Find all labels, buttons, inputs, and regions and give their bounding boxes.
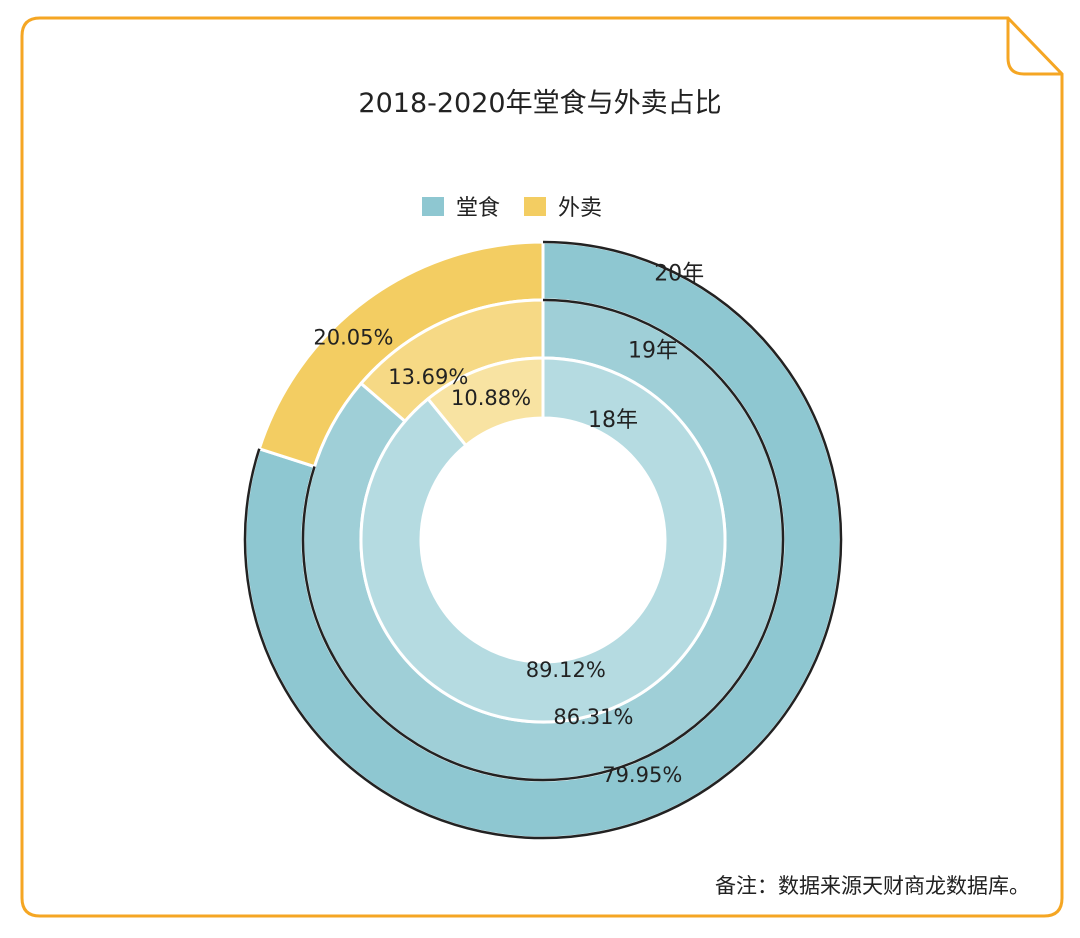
legend: 堂食 外卖 [422, 196, 602, 221]
legend-swatch-takeout [524, 197, 546, 216]
value-label-18年-takeout: 10.88% [451, 386, 531, 410]
value-label-18年-dinein: 89.12% [526, 658, 606, 682]
ring-name-19年: 19年 [628, 338, 678, 363]
ring-18年-slice-dinein [359, 356, 727, 724]
ring-name-18年: 18年 [588, 408, 638, 433]
legend-swatch-dinein [422, 197, 444, 216]
donut-labels: 89.12% 10.88% 18年 86.31% 13.69% 19年 79.95% 20.0… [313, 262, 704, 787]
ring-name-20年: 20年 [654, 262, 704, 287]
value-label-20年-takeout: 20.05% [313, 326, 393, 350]
legend-label-takeout: 外卖 [558, 196, 602, 221]
legend-label-dinein: 堂食 [456, 196, 500, 221]
footnote: 备注：数据来源天财商龙数据库。 [715, 874, 1030, 898]
value-label-20年-dinein: 79.95% [602, 763, 682, 787]
card-frame [20, 16, 1064, 918]
value-label-19年-dinein: 86.31% [553, 705, 633, 729]
folded-corner [1006, 18, 1062, 76]
value-label-19年-takeout: 13.69% [388, 365, 468, 389]
ring-18年-slice-takeout [425, 356, 545, 448]
outer-ring-border [243, 240, 843, 840]
middle-ring-border [301, 298, 785, 782]
donut-rings [243, 240, 843, 840]
chart-title: 2018-2020年堂食与外卖占比 [358, 88, 721, 119]
